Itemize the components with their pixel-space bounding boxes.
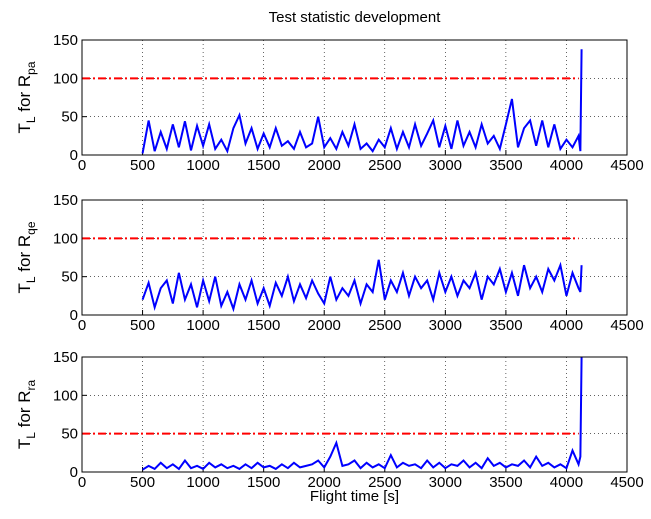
x-tick-label: 1000 xyxy=(186,474,219,491)
x-tick-label: 0 xyxy=(78,317,86,334)
y-tick-label: 150 xyxy=(53,32,78,49)
x-tick-label: 2500 xyxy=(368,157,401,174)
x-tick-label: 2000 xyxy=(308,317,341,334)
y-label-part: L xyxy=(24,432,38,439)
y-tick-label: 50 xyxy=(61,269,78,286)
x-tick-label: 2000 xyxy=(308,157,341,174)
x-tick-label: 4500 xyxy=(610,474,643,491)
y-label-part: T xyxy=(15,123,34,133)
y-tick-label: 0 xyxy=(70,464,78,481)
x-tick-label: 0 xyxy=(78,474,86,491)
x-tick-label: 3000 xyxy=(429,474,462,491)
data-line xyxy=(142,356,583,471)
plot-area xyxy=(82,357,627,472)
y-tick-label: 150 xyxy=(53,349,78,366)
x-tick-label: 1500 xyxy=(247,474,280,491)
x-tick-label: 3000 xyxy=(429,317,462,334)
y-label-part: pa xyxy=(24,61,38,75)
y-axis-label: TL for Rpa xyxy=(15,61,38,133)
y-tick-label: 100 xyxy=(53,230,78,247)
y-tick-label: 0 xyxy=(70,147,78,164)
y-tick-label: 50 xyxy=(61,109,78,126)
x-tick-label: 4000 xyxy=(550,474,583,491)
plot-area xyxy=(82,200,627,315)
x-tick-label: 4500 xyxy=(610,157,643,174)
x-tick-label: 500 xyxy=(130,317,155,334)
y-tick-label: 150 xyxy=(53,192,78,209)
y-label-part: T xyxy=(15,283,34,293)
x-tick-label: 3500 xyxy=(489,157,522,174)
y-label-part: L xyxy=(24,276,38,283)
axes-box xyxy=(81,199,628,316)
x-tick-label: 1000 xyxy=(186,157,219,174)
x-tick-label: 3000 xyxy=(429,157,462,174)
x-tick-label: 1500 xyxy=(247,157,280,174)
y-tick-label: 100 xyxy=(53,70,78,87)
x-tick-label: 3500 xyxy=(489,474,522,491)
plot-area xyxy=(82,40,627,155)
x-tick-label: 3500 xyxy=(489,317,522,334)
data-line xyxy=(141,259,583,313)
x-tick-label: 2000 xyxy=(308,474,341,491)
y-axis-label: TL for Rqe xyxy=(15,221,38,293)
x-axis-label: Flight time [s] xyxy=(310,488,399,505)
x-tick-label: 0 xyxy=(78,157,86,174)
y-tick-label: 100 xyxy=(53,387,78,404)
y-axis-label: TL for Rra xyxy=(15,380,38,450)
y-label-part: for R xyxy=(15,75,34,117)
x-tick-label: 500 xyxy=(130,157,155,174)
y-label-part: qe xyxy=(24,221,38,235)
y-tick-label: 50 xyxy=(61,426,78,443)
x-tick-label: 1500 xyxy=(247,317,280,334)
x-tick-label: 2500 xyxy=(368,317,401,334)
axes-box xyxy=(81,39,628,156)
y-label-part: L xyxy=(24,116,38,123)
x-tick-label: 4000 xyxy=(550,317,583,334)
x-tick-label: 4500 xyxy=(610,317,643,334)
x-tick-label: 500 xyxy=(130,474,155,491)
chart-title: Test statistic development xyxy=(269,9,442,26)
y-tick-label: 0 xyxy=(70,307,78,324)
x-tick-label: 2500 xyxy=(368,474,401,491)
x-tick-label: 1000 xyxy=(186,317,219,334)
y-label-part: ra xyxy=(24,380,38,391)
y-label-part: for R xyxy=(15,235,34,277)
axes-box xyxy=(81,356,628,473)
x-tick-label: 4000 xyxy=(550,157,583,174)
data-line xyxy=(141,49,583,154)
y-label-part: T xyxy=(15,439,34,449)
y-label-part: for R xyxy=(15,391,34,433)
